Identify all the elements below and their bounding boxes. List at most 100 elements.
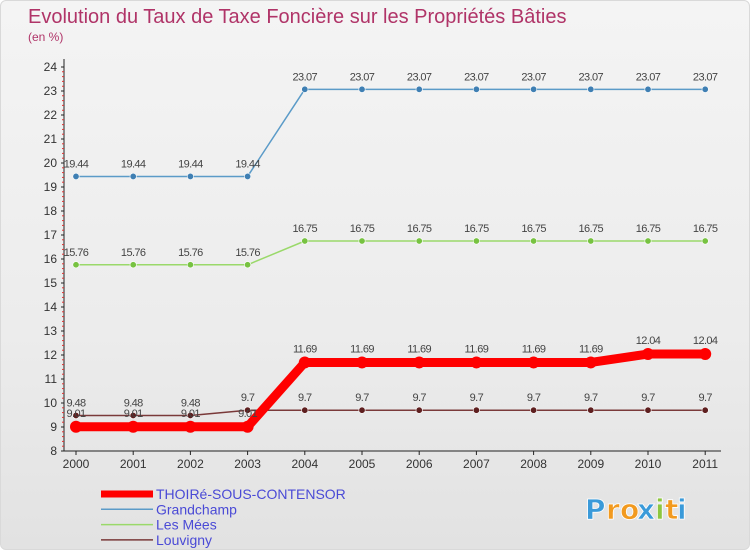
data-label: 11.69 <box>522 343 546 355</box>
series-grandchamp <box>72 85 709 180</box>
data-point <box>129 411 137 419</box>
series-line <box>75 240 706 266</box>
data-label: 16.75 <box>636 223 661 235</box>
data-point <box>472 237 480 245</box>
logo-letter: i <box>677 493 687 526</box>
data-point <box>358 406 366 414</box>
data-point <box>584 356 597 369</box>
chart-subtitle: (en %) <box>28 30 63 44</box>
data-label: 12.04 <box>636 335 661 347</box>
y-tick-label: 21 <box>44 132 58 146</box>
data-label: 9.7 <box>641 392 655 404</box>
data-label: 15.76 <box>64 247 89 259</box>
data-point <box>70 420 82 433</box>
legend-label: Les Mées <box>156 517 217 533</box>
x-tick-label: 2011 <box>692 457 718 471</box>
series-line <box>75 88 706 178</box>
logo-letter: t <box>665 493 678 526</box>
data-point <box>244 261 252 269</box>
x-tick-label: 2008 <box>520 457 547 471</box>
data-point <box>298 356 311 369</box>
data-point <box>587 406 595 414</box>
legend-label: THOIRé-SOUS-CONTENSOR <box>156 486 346 502</box>
data-point <box>472 406 480 414</box>
logo-letter: r <box>606 493 620 526</box>
data-point <box>644 237 652 245</box>
x-tick-label: 2000 <box>63 457 90 471</box>
data-point <box>413 356 426 369</box>
data-label: 16.75 <box>693 223 718 235</box>
data-label: 23.07 <box>407 71 432 83</box>
data-label: 16.75 <box>579 223 604 235</box>
data-point <box>644 85 652 93</box>
data-label: 16.75 <box>407 223 432 235</box>
y-tick-label: 13 <box>44 324 58 338</box>
y-tick-label: 24 <box>44 60 58 74</box>
data-label: 9.7 <box>527 392 541 404</box>
y-tick-label: 17 <box>44 228 58 242</box>
data-point <box>699 348 712 361</box>
x-tick-label: 2001 <box>120 457 147 471</box>
data-label: 23.07 <box>350 71 375 83</box>
y-tick-label: 14 <box>44 300 58 314</box>
data-point <box>530 406 538 414</box>
logo-letter: x <box>637 493 655 526</box>
data-point <box>644 406 652 414</box>
data-label: 9.7 <box>584 392 598 404</box>
legend-label: Louvigny <box>156 532 212 548</box>
data-point <box>587 237 595 245</box>
data-label: 19.44 <box>235 158 260 170</box>
data-label: 11.69 <box>350 343 374 355</box>
data-label: 9.7 <box>241 392 255 404</box>
y-tick-label: 16 <box>44 252 58 266</box>
legend-item: Louvigny <box>101 532 212 548</box>
data-label: 9.7 <box>355 392 369 404</box>
data-point <box>244 172 252 180</box>
data-point <box>127 420 140 433</box>
data-label: 11.69 <box>407 343 431 355</box>
data-label: 16.75 <box>464 223 489 235</box>
data-label: 9.7 <box>698 392 712 404</box>
data-label: 12.04 <box>693 335 718 347</box>
data-point <box>415 85 423 93</box>
x-tick-label: 2004 <box>291 457 318 471</box>
logo-letter: i <box>655 493 665 526</box>
legend-label: Grandchamp <box>156 501 237 517</box>
data-label: 19.44 <box>121 158 146 170</box>
x-tick-label: 2002 <box>177 457 204 471</box>
data-label: 23.07 <box>636 71 661 83</box>
logo-letter: o <box>620 493 639 526</box>
data-point <box>301 237 309 245</box>
data-label: 11.69 <box>579 343 603 355</box>
data-point <box>701 237 709 245</box>
data-point <box>72 261 80 269</box>
x-tick-label: 2003 <box>234 457 261 471</box>
data-label: 23.07 <box>521 71 546 83</box>
data-label: 16.75 <box>521 223 546 235</box>
data-point <box>356 356 368 369</box>
data-label: 11.69 <box>465 343 489 355</box>
y-tick-label: 15 <box>44 276 58 290</box>
data-point <box>244 406 252 414</box>
data-point <box>530 85 538 93</box>
data-point <box>642 348 654 361</box>
y-tick-label: 8 <box>50 444 57 458</box>
data-label: 9.01 <box>238 408 257 420</box>
x-tick-label: 2005 <box>349 457 376 471</box>
data-label: 16.75 <box>293 223 318 235</box>
data-label: 9.01 <box>181 408 200 420</box>
data-label: 9.7 <box>470 392 484 404</box>
data-label: 23.07 <box>293 71 318 83</box>
y-tick-label: 12 <box>44 348 58 362</box>
data-label: 19.44 <box>64 158 89 170</box>
data-label: 9.7 <box>298 392 312 404</box>
data-label: 15.76 <box>178 247 203 259</box>
series-les-m-es <box>72 237 709 269</box>
y-tick-label: 19 <box>44 180 58 194</box>
data-label: 19.44 <box>178 158 203 170</box>
data-point <box>472 85 480 93</box>
legend-item: THOIRé-SOUS-CONTENSOR <box>101 486 346 502</box>
